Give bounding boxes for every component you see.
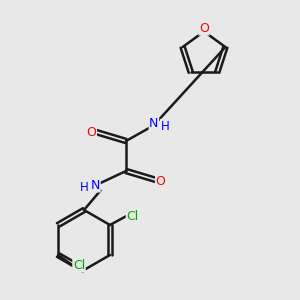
Text: O: O [199,22,209,35]
Text: O: O [87,125,96,139]
Text: N: N [91,179,100,192]
Text: Cl: Cl [73,259,85,272]
Text: N: N [149,117,159,130]
Text: O: O [156,175,165,188]
Text: H: H [80,181,89,194]
Text: H: H [160,119,169,133]
Text: Cl: Cl [126,209,139,223]
